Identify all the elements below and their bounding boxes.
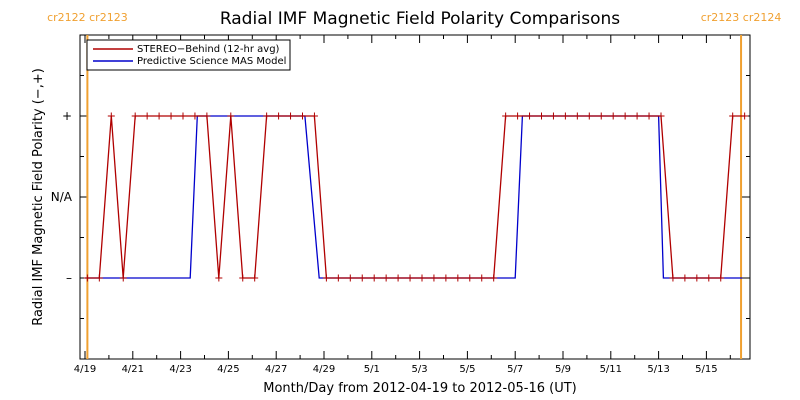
stereo-data-point xyxy=(621,112,629,120)
stereo-data-point xyxy=(239,274,247,282)
stereo-data-point xyxy=(478,274,486,282)
stereo-data-point xyxy=(573,112,581,120)
stereo-data-point xyxy=(131,112,139,120)
stereo-data-point xyxy=(227,112,235,120)
stereo-data-point xyxy=(549,112,557,120)
x-axis-label: Month/Day from 2012-04-19 to 2012-05-16 … xyxy=(263,381,576,396)
stereo-data-point xyxy=(83,274,91,282)
stereo-data-point xyxy=(466,274,474,282)
stereo-data-point xyxy=(633,112,641,120)
stereo-data-point xyxy=(358,274,366,282)
stereo-data-point xyxy=(669,274,677,282)
x-tick-label: 4/23 xyxy=(169,364,191,375)
x-tick-label: 4/25 xyxy=(217,364,239,375)
stereo-data-point xyxy=(334,274,342,282)
x-tick-label: 5/15 xyxy=(695,364,717,375)
x-tick-label: 4/19 xyxy=(74,364,96,375)
stereo-data-point xyxy=(585,112,593,120)
stereo-data-point xyxy=(741,112,749,120)
stereo-data-point xyxy=(275,112,283,120)
stereo-data-point xyxy=(454,274,462,282)
y-tick-label: + xyxy=(62,109,72,123)
stereo-data-point xyxy=(394,274,402,282)
y-tick-label: N/A xyxy=(51,190,73,204)
stereo-data-point xyxy=(143,112,151,120)
stereo-data-point xyxy=(382,274,390,282)
stereo-data-point xyxy=(526,112,534,120)
stereo-data-point xyxy=(693,274,701,282)
stereo-data-point xyxy=(179,112,187,120)
carrington-rotation-label: cr2122 cr2123 xyxy=(47,11,128,24)
x-tick-label: 5/3 xyxy=(412,364,428,375)
stereo-data-point xyxy=(430,274,438,282)
x-tick-label: 5/13 xyxy=(647,364,669,375)
stereo-data-point xyxy=(609,112,617,120)
x-tick-label: 5/7 xyxy=(507,364,523,375)
stereo-data-point xyxy=(107,112,115,120)
stereo-data-point xyxy=(346,274,354,282)
axis-ticks: 4/19 4/21 4/23 4/25 4/27 4/29 5/1 5/3 5/5 5/7 5/9 5… xyxy=(51,35,750,375)
stereo-data-point xyxy=(310,112,318,120)
stereo-data-point xyxy=(287,112,295,120)
stereo-data-point xyxy=(263,112,271,120)
stereo-data-point xyxy=(705,274,713,282)
series-lines xyxy=(83,112,749,282)
legend-label-stereo: STEREO−Behind (12-hr avg) xyxy=(137,44,280,55)
stereo-data-point xyxy=(155,112,163,120)
x-tick-label: 4/27 xyxy=(265,364,287,375)
stereo-data-point xyxy=(537,112,545,120)
stereo-data-point xyxy=(215,274,223,282)
stereo-data-point xyxy=(322,274,330,282)
stereo-data-point xyxy=(95,274,103,282)
legend: STEREO−Behind (12-hr avg) Predictive Sci… xyxy=(86,39,291,71)
stereo-data-point xyxy=(717,274,725,282)
stereo-data-point xyxy=(561,112,569,120)
stereo-data-point xyxy=(442,274,450,282)
stereo-data-point xyxy=(502,112,510,120)
y-axis-label: Radial IMF Magnetic Field Polarity (−,+) xyxy=(31,68,46,326)
x-tick-label: 5/11 xyxy=(600,364,622,375)
stereo-data-point xyxy=(251,274,259,282)
x-tick-label: 4/21 xyxy=(122,364,144,375)
carrington-rotation-label: cr2123 cr2124 xyxy=(701,11,782,24)
stereo-data-point xyxy=(657,112,665,120)
x-tick-label: 5/5 xyxy=(459,364,475,375)
stereo-data-point xyxy=(298,112,306,120)
stereo-data-point xyxy=(119,274,127,282)
stereo-data-point xyxy=(645,112,653,120)
stereo-data-point xyxy=(370,274,378,282)
x-tick-label: 4/29 xyxy=(313,364,335,375)
stereo-data-point xyxy=(681,274,689,282)
stereo-data-point xyxy=(514,112,522,120)
stereo-data-point xyxy=(203,112,211,120)
legend-label-mas: Predictive Science MAS Model xyxy=(137,56,286,67)
carrington-markers: cr2122 cr2123 cr2123 cr2124 xyxy=(47,11,781,359)
stereo-data-point xyxy=(729,112,737,120)
x-tick-label: 5/1 xyxy=(364,364,380,375)
legend-box xyxy=(86,39,291,71)
stereo-data-point xyxy=(167,112,175,120)
stereo-data-point xyxy=(418,274,426,282)
y-tick-label: – xyxy=(66,271,72,285)
x-tick-label: 5/9 xyxy=(555,364,571,375)
chart-title: Radial IMF Magnetic Field Polarity Compa… xyxy=(220,9,620,29)
stereo-data-point xyxy=(490,274,498,282)
stereo-data-point xyxy=(406,274,414,282)
stereo-data-point xyxy=(191,112,199,120)
stereo-data-point xyxy=(597,112,605,120)
